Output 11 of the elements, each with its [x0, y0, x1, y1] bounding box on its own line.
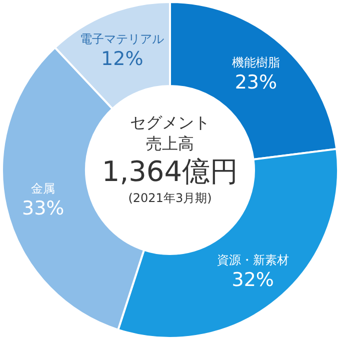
- data-label: 32%: [232, 269, 274, 292]
- data-label: 23%: [234, 71, 278, 94]
- slice-label: 機能樹脂: [232, 55, 280, 70]
- data-label: 33%: [22, 197, 64, 220]
- slice-label: 資源・新素材: [216, 253, 289, 268]
- text: セグメント売上高: [129, 112, 211, 154]
- text: (2021年3月期): [127, 190, 213, 206]
- text: 1,364億円: [100, 154, 240, 190]
- data-label: 12%: [101, 48, 144, 70]
- slice-label: 金属: [31, 181, 56, 196]
- slice-label: 電子マテリアル: [80, 32, 164, 46]
